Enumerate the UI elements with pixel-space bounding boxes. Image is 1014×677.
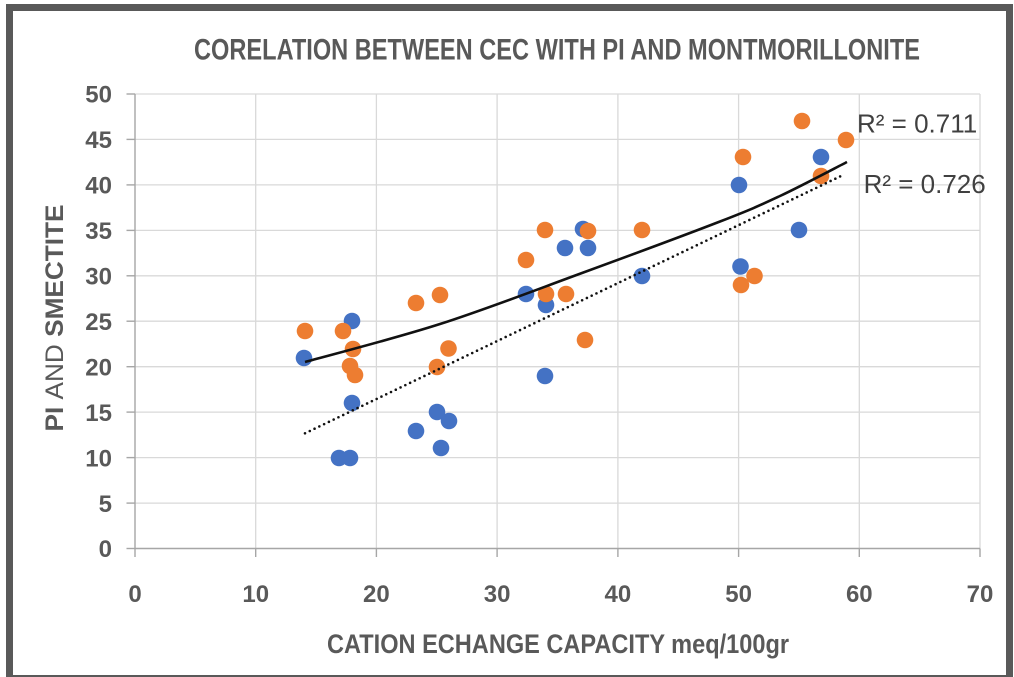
- svg-text:10: 10: [85, 445, 112, 472]
- svg-text:15: 15: [85, 400, 112, 427]
- svg-text:25: 25: [85, 309, 112, 336]
- svg-text:50: 50: [725, 581, 752, 608]
- svg-text:CORELATION BETWEEN CEC WITH PI: CORELATION BETWEEN CEC WITH PI AND MONTM…: [194, 34, 920, 67]
- svg-text:40: 40: [605, 581, 632, 608]
- svg-text:10: 10: [242, 581, 269, 608]
- svg-text:CATION ECHANGE CAPACITY meq/10: CATION ECHANGE CAPACITY meq/100gr: [327, 629, 789, 659]
- svg-text:30: 30: [85, 264, 112, 291]
- svg-text:50: 50: [85, 82, 112, 109]
- svg-text:PI AND SMECTITE: PI AND SMECTITE: [41, 205, 69, 432]
- svg-text:R² = 0.711: R² = 0.711: [857, 109, 977, 139]
- svg-text:30: 30: [484, 581, 511, 608]
- svg-text:5: 5: [99, 491, 112, 518]
- svg-text:0: 0: [99, 536, 112, 563]
- svg-text:35: 35: [85, 218, 112, 245]
- svg-text:45: 45: [85, 127, 112, 154]
- svg-text:70: 70: [967, 581, 994, 608]
- svg-text:0: 0: [128, 581, 141, 608]
- svg-text:40: 40: [85, 173, 112, 200]
- svg-text:R² = 0.726: R² = 0.726: [864, 169, 986, 199]
- svg-text:60: 60: [846, 581, 873, 608]
- svg-text:20: 20: [363, 581, 390, 608]
- svg-text:20: 20: [85, 354, 112, 381]
